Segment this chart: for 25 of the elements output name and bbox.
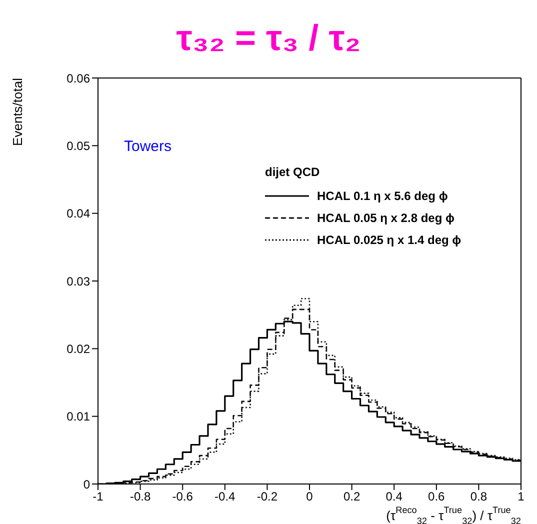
y-tick-label: 0.03 — [66, 274, 90, 288]
legend-label: HCAL 0.05 η x 2.8 deg ϕ — [317, 211, 454, 225]
legend-label: HCAL 0.025 η x 1.4 deg ϕ — [317, 233, 462, 247]
y-tick-label: 0.06 — [66, 71, 90, 86]
x-tick-label: 0.2 — [343, 490, 360, 504]
x-tick-label: -0.2 — [256, 490, 278, 504]
x-tick-label: -0.6 — [172, 490, 194, 504]
x-tick-label: -1 — [92, 490, 104, 504]
x-tick-label: 0.8 — [470, 490, 488, 504]
y-tick-label: 0.02 — [66, 342, 90, 356]
x-tick-label: 1 — [518, 490, 525, 504]
x-tick-label: 0 — [306, 490, 314, 504]
annotation: Towers — [124, 138, 172, 155]
y-tick-label: 0.04 — [66, 206, 90, 221]
x-tick-label: -0.8 — [130, 490, 151, 504]
x-tick-label: -0.4 — [214, 490, 236, 504]
y-axis-title: Events/total — [10, 78, 25, 146]
legend-title: dijet QCD — [265, 165, 320, 179]
y-tick-label: 0 — [83, 477, 90, 492]
chart-title: τ₃₂ = τ₃ / τ₂ — [175, 16, 362, 60]
x-tick-label: 0.4 — [386, 490, 403, 504]
legend-label: HCAL 0.1 η x 5.6 deg ϕ — [317, 189, 448, 203]
y-tick-label: 0.01 — [66, 410, 90, 424]
y-tick-label: 0.05 — [66, 138, 90, 153]
x-tick-label: 0.6 — [428, 490, 446, 504]
